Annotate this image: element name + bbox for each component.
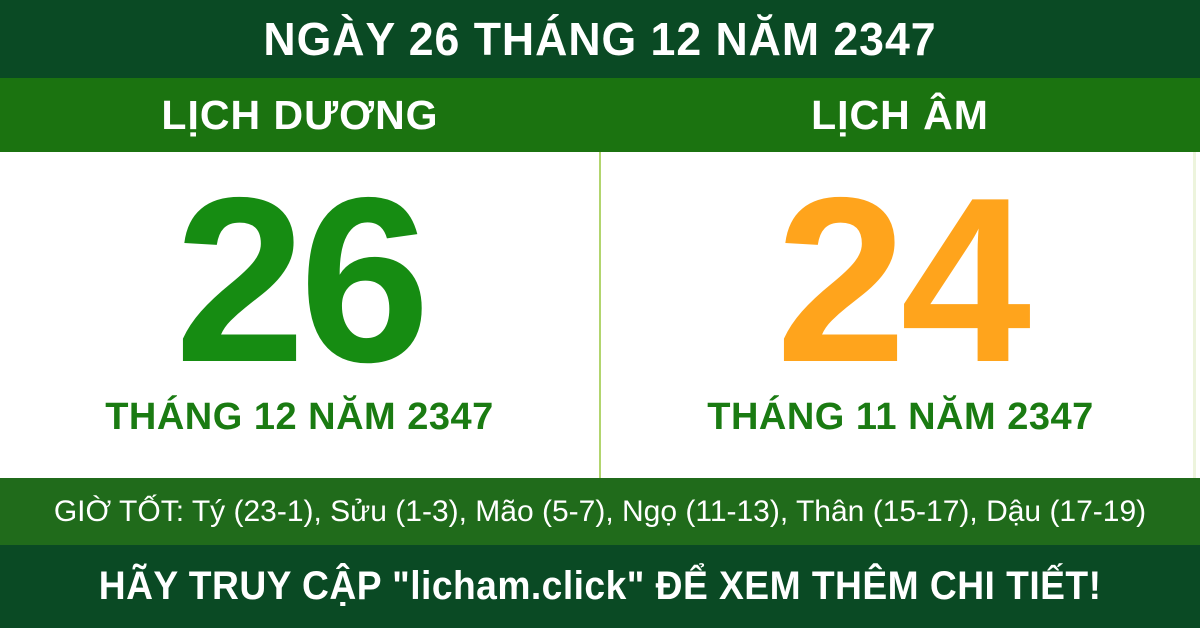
lunar-calendar-label: LỊCH ÂM	[811, 91, 989, 138]
panel-right-edge-line	[1193, 152, 1196, 478]
solar-calendar-label: LỊCH DƯƠNG	[161, 91, 439, 138]
solar-month-year: THÁNG 12 NĂM 2347	[105, 396, 494, 438]
calendar-type-bar: LỊCH DƯƠNG LỊCH ÂM	[0, 78, 1200, 152]
lunar-day-row: 24	[601, 162, 1200, 397]
solar-day-number: 26	[174, 147, 430, 411]
good-hours-bar: GIỜ TỐT: Tý (23-1), Sửu (1-3), Mão (5-7)…	[0, 478, 1200, 545]
date-header: NGÀY 26 THÁNG 12 NĂM 2347	[0, 0, 1200, 78]
lunar-panel: 24 THÁNG 11 NĂM 2347	[601, 152, 1200, 478]
good-hours-text: GIỜ TỐT: Tý (23-1), Sửu (1-3), Mão (5-7)…	[53, 494, 1147, 528]
calendar-panel: 26 THÁNG 12 NĂM 2347 24 THÁNG 11 NĂM 234…	[0, 152, 1200, 478]
footer-cta-text: HÃY TRUY CẬP "licham.click" ĐỂ XEM THÊM …	[98, 564, 1102, 608]
footer-cta: HÃY TRUY CẬP "licham.click" ĐỂ XEM THÊM …	[0, 545, 1200, 628]
date-header-title: NGÀY 26 THÁNG 12 NĂM 2347	[263, 13, 937, 65]
solar-panel: 26 THÁNG 12 NĂM 2347	[0, 152, 599, 478]
lunar-day-number: 24	[775, 147, 1031, 411]
panel-divider	[599, 152, 601, 478]
lunar-month-year: THÁNG 11 NĂM 2347	[707, 396, 1094, 438]
solar-day-row: 26	[0, 162, 599, 397]
